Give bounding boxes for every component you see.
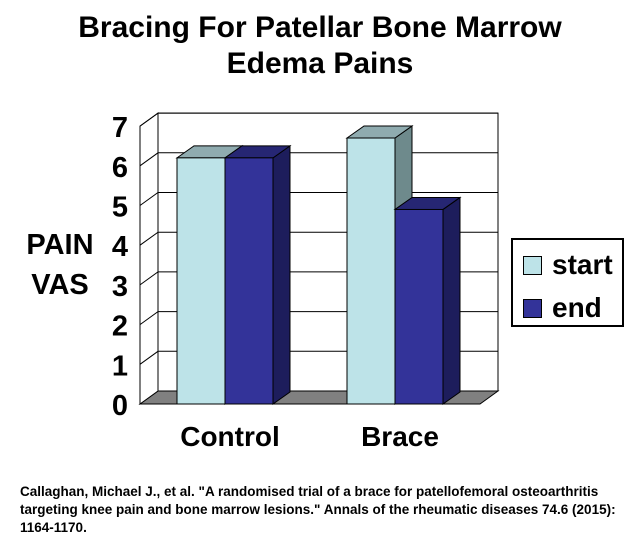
legend: start end [511,238,624,327]
x-tick-label-control: Control [180,421,280,452]
gridline [139,112,498,127]
y-axis-label-line-2: VAS [31,269,89,301]
chart-title-line-2: Edema Pains [226,47,414,80]
y-tick-label: 0 [112,390,128,422]
legend-swatch-end [523,298,542,318]
y-tick-label: 5 [112,192,128,224]
x-tick-label-brace: Brace [361,421,439,452]
y-axis-label-line-1: PAIN [26,229,94,261]
bar-front [346,137,396,405]
bar-front [224,157,274,405]
chart-plot: 0 1 2 3 4 5 6 7 Control Brace [112,112,500,452]
y-tick-label: 3 [112,271,128,303]
y-tick-label: 4 [112,231,128,263]
bar-side [272,144,291,405]
legend-swatch-start [523,255,542,275]
legend-label-end: end [552,292,602,323]
chart-title: Bracing For Patellar Bone Marrow Edema P… [0,10,640,82]
y-tick-label: 2 [112,311,128,343]
y-tick-label: 6 [112,152,128,184]
bar-front [176,157,226,405]
chart-title-line-1: Bracing For Patellar Bone Marrow [78,11,562,44]
bar-side [442,196,461,405]
citation: Callaghan, Michael J., et al. "A randomi… [20,484,616,535]
legend-item-start: start [523,249,613,280]
bar-end-brace [393,196,462,405]
tick-layer: 0 1 2 3 4 5 6 7 Control Brace [112,112,439,452]
bar-front [394,208,444,405]
y-tick-label: 1 [112,350,128,382]
chart-left-wall [139,112,159,405]
bar-end-control [223,144,292,405]
bar-layer [175,125,462,405]
legend-item-end: end [523,292,602,323]
y-tick-label: 7 [112,112,128,144]
legend-label-start: start [552,249,613,280]
